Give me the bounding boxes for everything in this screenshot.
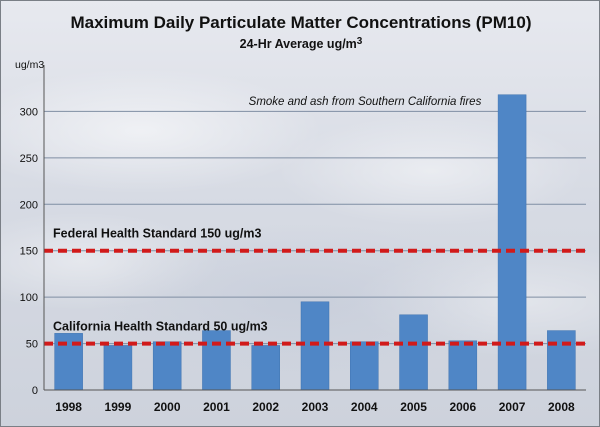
x-tick-label-2000: 2000 bbox=[154, 400, 181, 414]
bar-2003 bbox=[300, 301, 330, 391]
bar-2008 bbox=[547, 330, 576, 391]
y-tick-label-200: 200 bbox=[20, 199, 38, 211]
bar-2006 bbox=[448, 340, 478, 391]
x-tick-label-2003: 2003 bbox=[302, 400, 329, 414]
y-tick-label-50: 50 bbox=[26, 339, 38, 351]
x-tick-label-2008: 2008 bbox=[548, 400, 575, 414]
bar-2005 bbox=[399, 314, 428, 391]
bar-2001 bbox=[202, 330, 231, 391]
x-tick-label-2004: 2004 bbox=[351, 400, 378, 414]
x-tick-label-2002: 2002 bbox=[252, 400, 279, 414]
bar-2000 bbox=[152, 341, 182, 391]
x-tick-label-2006: 2006 bbox=[449, 400, 476, 414]
y-tick-label-0: 0 bbox=[32, 385, 38, 397]
x-tick-label-2001: 2001 bbox=[203, 400, 230, 414]
bar-1999 bbox=[103, 345, 133, 391]
bar-2002 bbox=[251, 345, 280, 391]
fire-annotation: Smoke and ash from Southern California f… bbox=[249, 96, 482, 108]
reference-label-50: California Health Standard 50 ug/m3 bbox=[53, 320, 268, 334]
y-tick-label-150: 150 bbox=[20, 246, 38, 258]
chart-subtitle: 24-Hr Average ug/m3 bbox=[240, 36, 363, 51]
x-tick-label-2007: 2007 bbox=[499, 400, 526, 414]
x-tick-label-1999: 1999 bbox=[105, 400, 132, 414]
chart-subtitle-superscript: 3 bbox=[357, 36, 363, 47]
bar-2004 bbox=[350, 341, 379, 391]
chart-subtitle-main: 24-Hr Average ug/m bbox=[240, 37, 357, 51]
reference-label-150: Federal Health Standard 150 ug/m3 bbox=[53, 227, 261, 241]
y-tick-label-300: 300 bbox=[20, 106, 38, 118]
bar-2007 bbox=[497, 94, 527, 391]
y-tick-label-100: 100 bbox=[20, 292, 38, 304]
x-tick-label-2005: 2005 bbox=[400, 400, 427, 414]
x-tick-label-1998: 1998 bbox=[55, 400, 82, 414]
chart-title: Maximum Daily Particulate Matter Concent… bbox=[70, 13, 531, 32]
y-axis-label: ug/m3 bbox=[15, 59, 44, 71]
y-tick-label-250: 250 bbox=[20, 153, 38, 165]
